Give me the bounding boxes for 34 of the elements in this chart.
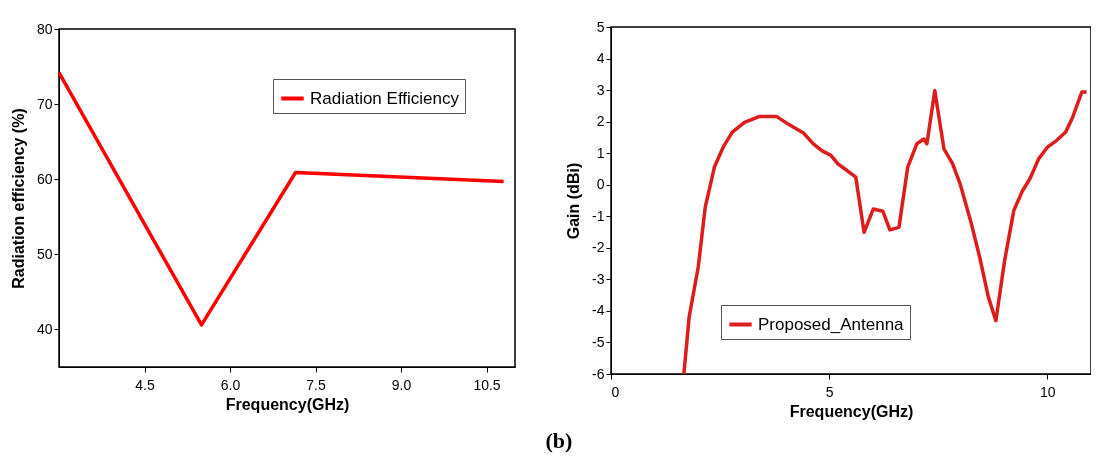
x-tick-label: 0 [611, 383, 620, 400]
legend-label: Radiation Efficiency [310, 88, 460, 108]
y-tick-label: 40 [36, 320, 53, 337]
y-tick-label: 5 [596, 18, 605, 35]
y-tick-label: 4 [596, 50, 605, 67]
x-axis-title: Frequency(GHz) [789, 402, 914, 420]
y-tick-label: 1 [596, 144, 605, 161]
y-tick-label: -6 [592, 365, 605, 382]
x-tick-label: 10 [1040, 383, 1056, 400]
x-tick-label: 7.5 [306, 376, 326, 393]
y-tick-label: -5 [592, 333, 605, 350]
y-tick-label: 3 [596, 81, 605, 98]
y-axis-title: Radiation efficiency (%) [9, 108, 27, 289]
y-axis-title: Gain (dBi) [565, 162, 583, 240]
y-tick-label: -1 [592, 207, 605, 224]
y-tick-label: -2 [592, 239, 605, 256]
y-tick-label: 70 [36, 95, 53, 112]
x-tick-label: 5 [825, 383, 834, 400]
line-series [57, 70, 506, 327]
y-tick-label: 2 [596, 113, 605, 130]
line-series [682, 88, 1089, 376]
x-tick-label: 4.5 [135, 376, 155, 393]
x-axis-title: Frequency(GHz) [225, 395, 350, 413]
y-tick-label: 80 [36, 20, 53, 37]
x-tick-label: 9.0 [391, 376, 412, 393]
y-tick-label: 0 [596, 176, 605, 193]
x-tick-label: 6.0 [220, 376, 241, 393]
y-tick-label: 60 [36, 170, 53, 187]
text: (b) [544, 428, 574, 454]
y-tick-label: 50 [36, 245, 53, 262]
x-tick-label: 10.5 [473, 376, 501, 393]
legend-label: Proposed_Antenna [758, 314, 905, 334]
y-tick-label: -4 [592, 302, 605, 319]
y-tick-label: -3 [592, 270, 605, 287]
